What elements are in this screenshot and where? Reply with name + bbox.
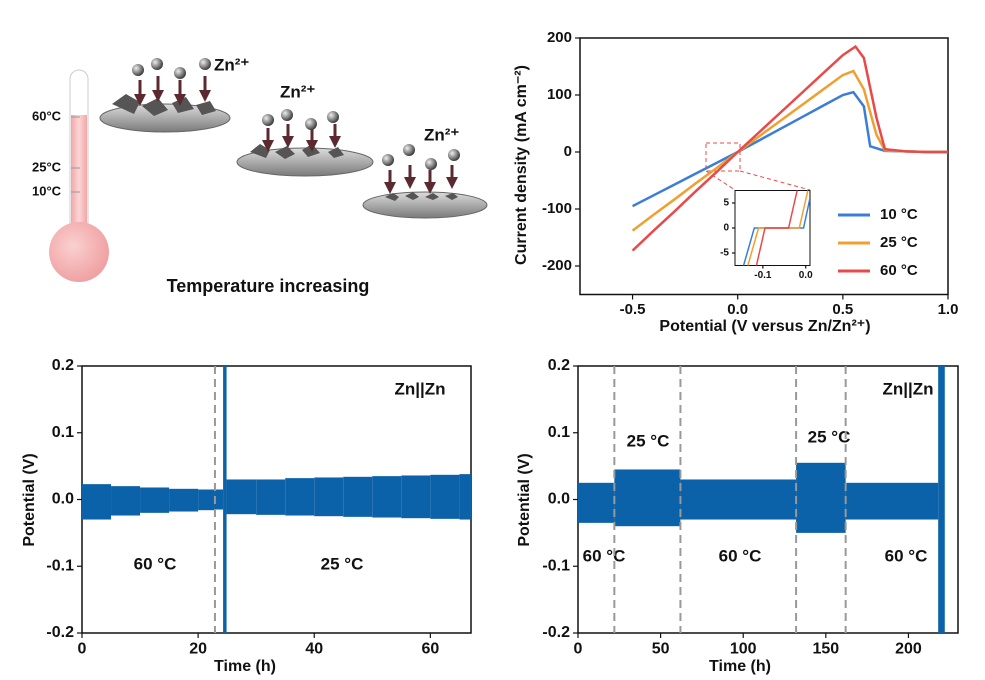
- potential-range: [614, 469, 681, 527]
- x-tick-label: 20: [189, 640, 207, 657]
- potential-range: [285, 478, 315, 516]
- potential-range: [214, 489, 224, 510]
- potential-range: [140, 487, 170, 513]
- thermometer-fill: [71, 115, 87, 240]
- annotation: Zn||Zn: [882, 379, 933, 398]
- y-tick-label: 100: [547, 86, 572, 103]
- potential-range: [401, 475, 431, 519]
- caption: Temperature increasing: [167, 276, 370, 296]
- y-tick-label: -200: [542, 257, 572, 274]
- y-tick-label: -100: [542, 200, 572, 217]
- schematic: 60°C 25°C 10°C Zn²⁺ Zn²⁺ Zn²⁺ Temperatur…: [32, 55, 488, 296]
- potential-range: [578, 482, 615, 523]
- annotation: 25 °C: [808, 427, 851, 446]
- potential-range: [226, 479, 257, 515]
- y-tick-label: -0.1: [542, 557, 570, 574]
- y-tick-label: 5: [723, 198, 729, 209]
- y-tick-label: 0.0: [52, 491, 74, 508]
- annotation: 60 °C: [719, 546, 762, 565]
- y-axis-label: Current density (mA cm⁻²): [513, 65, 530, 265]
- potential-range: [680, 479, 797, 520]
- annotation: 60 °C: [885, 546, 928, 565]
- potential-range: [938, 366, 945, 633]
- ion-label: Zn²⁺: [280, 82, 315, 101]
- zoom-indicator: [705, 142, 811, 191]
- y-tick-label: 0.2: [548, 357, 570, 374]
- arrows: [134, 76, 458, 194]
- x-tick-label: 200: [895, 640, 922, 657]
- data-line: [631, 90, 948, 208]
- annotation: 25 °C: [627, 431, 670, 450]
- thermometer-bulb: [49, 222, 109, 282]
- x-tick-label: -0.5: [620, 301, 646, 318]
- data-line: [755, 190, 798, 266]
- potential-range: [111, 486, 141, 516]
- y-tick-label: 0: [723, 223, 729, 234]
- annotation: Zn||Zn: [394, 379, 445, 398]
- y-axis-label: Potential (V): [516, 453, 533, 546]
- y-tick-label: -0.1: [46, 557, 74, 574]
- x-tick-label: 0: [574, 640, 583, 657]
- potential-range: [198, 489, 215, 511]
- x-axis-label: Time (h): [709, 658, 771, 675]
- zn-ions: [132, 58, 460, 170]
- x-tick-label: 60: [421, 640, 439, 657]
- y-tick-label: 0.2: [52, 357, 74, 374]
- x-tick-label: 0: [78, 640, 87, 657]
- x-tick-label: 40: [305, 640, 323, 657]
- y-tick-label: 0.1: [548, 424, 570, 441]
- x-tick-label: 0.0: [727, 301, 748, 318]
- temp-label: 10°C: [32, 183, 62, 198]
- x-axis-label: Time (h): [214, 658, 276, 675]
- potential-range: [796, 462, 846, 533]
- annotation: 25 °C: [321, 554, 364, 573]
- chart: -0.1 0.0 -5 0 5: [720, 190, 813, 281]
- y-tick-label: 200: [547, 29, 572, 46]
- y-tick-label: -0.2: [542, 624, 570, 641]
- legend-label: 60 °C: [880, 262, 918, 279]
- annotation: 60 °C: [134, 554, 177, 573]
- zn-deposit: [112, 94, 216, 116]
- x-tick-label: 1.0: [938, 301, 959, 318]
- ion-label: Zn²⁺: [424, 125, 459, 144]
- y-tick-label: -0.2: [46, 624, 74, 641]
- potential-range: [372, 476, 402, 518]
- potential-range: [256, 479, 286, 515]
- zn-disc: [362, 191, 488, 219]
- x-axis-label: Potential (V versus Zn/Zn²⁺): [659, 318, 870, 335]
- legend-label: 10 °C: [880, 206, 918, 223]
- potential-range: [845, 482, 939, 520]
- y-tick-label: -5: [720, 248, 729, 259]
- potential-range: [223, 366, 227, 633]
- x-tick-label: 50: [652, 640, 670, 657]
- x-tick-label: 0.0: [799, 270, 813, 281]
- x-tick-label: 100: [730, 640, 757, 657]
- potential-range: [314, 477, 344, 517]
- x-tick-label: 150: [812, 640, 839, 657]
- data-line: [631, 44, 948, 252]
- legend-label: 25 °C: [880, 234, 918, 251]
- x-tick-label: 0.5: [832, 301, 853, 318]
- potential-range: [343, 476, 373, 517]
- ion-label: Zn²⁺: [214, 55, 249, 74]
- temp-label: 25°C: [32, 159, 62, 174]
- y-tick-label: 0.0: [548, 491, 570, 508]
- x-tick-label: -0.1: [754, 270, 772, 281]
- chart: 0 20 40 60 -0.2 -0.1 0.0 0.1 0.2 Time (h) Potentia…: [21, 357, 472, 675]
- plot-frame: [579, 37, 949, 296]
- potential-range: [430, 474, 460, 519]
- y-tick-label: 0.1: [52, 424, 74, 441]
- potential-range: [459, 474, 471, 520]
- y-tick-label: 0: [564, 143, 572, 160]
- annotation: 60 °C: [583, 546, 626, 565]
- temp-label: 60°C: [32, 108, 62, 123]
- chart: 0 50 100 150 200 -0.2 -0.1 0.0 0.1 0.2 Time (h) Pot…: [516, 357, 959, 675]
- potential-range: [169, 488, 199, 512]
- potential-range: [82, 484, 112, 520]
- chart: -0.5 0.0 0.5 1.0 -200 -100 0 100 200 Potential (V…: [513, 29, 958, 335]
- y-axis-label: Potential (V): [21, 453, 38, 546]
